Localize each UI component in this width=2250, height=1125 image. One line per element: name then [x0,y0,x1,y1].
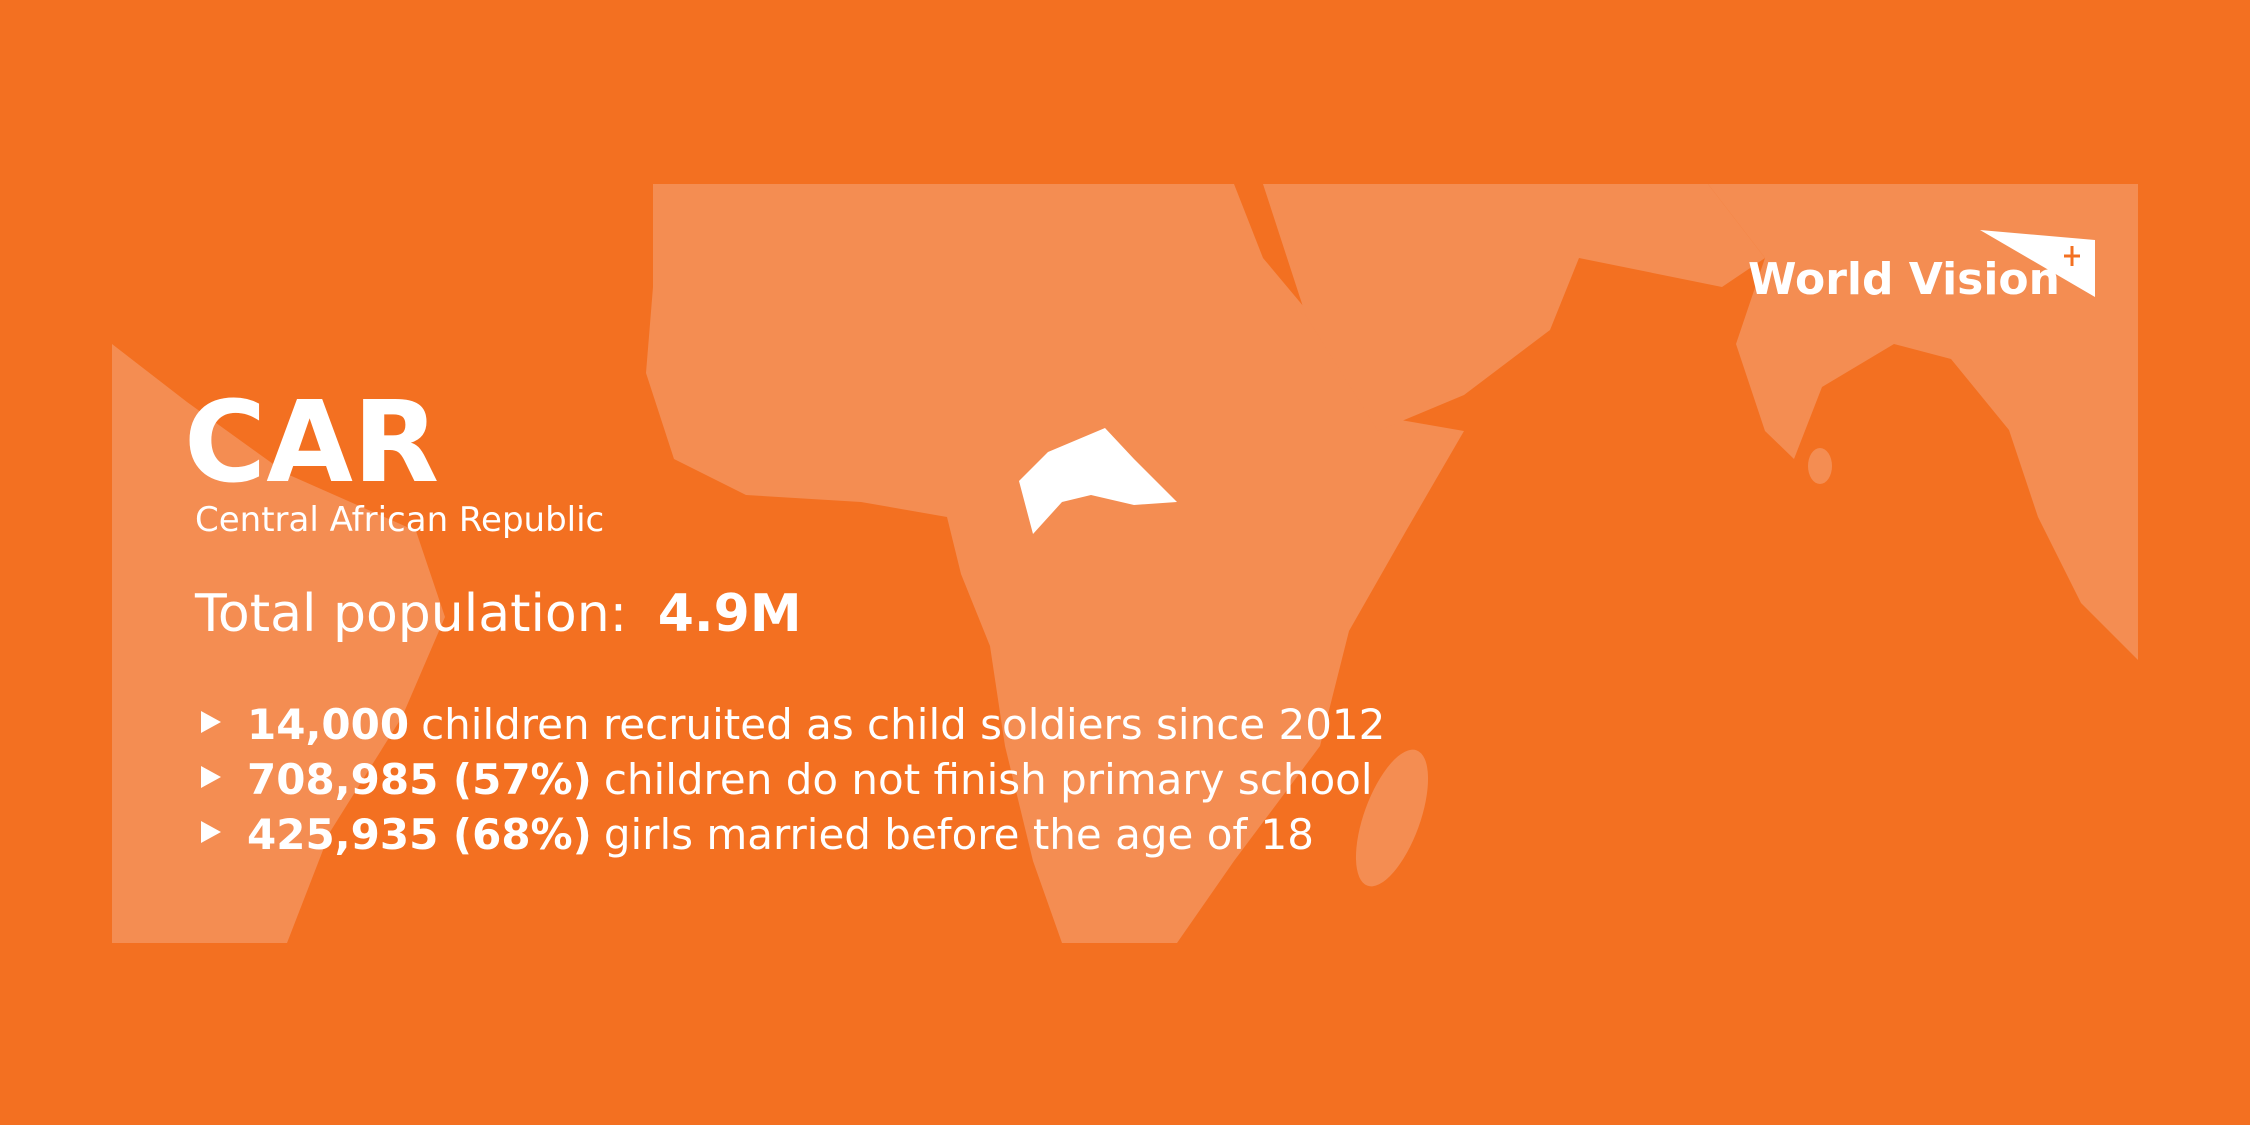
map [112,184,2138,943]
logo-mark [1980,230,2095,297]
fact-highlight: 708,985 (57%) [247,755,592,804]
africa [646,184,1464,943]
bullet [201,766,221,788]
fact-text: children do not finish primary school [604,755,1373,804]
subtitle: Central African Republic [195,500,604,540]
fact-text: girls married before the age of 18 [604,810,1314,859]
logo-star [2064,246,2080,266]
population: Total population: 4.9M [194,584,802,644]
fact: 425,935 (68%) girls married before the ag… [247,810,1314,859]
fact-list: 14,000 children recruited as child soldie… [201,700,1385,859]
title: CAR [184,378,439,508]
south-america [112,344,445,943]
middle-east [1263,184,1765,431]
bullet [201,711,221,733]
population-value: 4.9M [658,584,802,644]
fact: 14,000 children recruited as child soldie… [247,700,1385,749]
fact-text: children recruited as child soldiers sin… [421,700,1385,749]
fact-highlight: 425,935 (68%) [247,810,592,859]
fact: 708,985 (57%) children do not finish prim… [247,755,1373,804]
logo-text: World Vision [1748,254,2060,305]
madagascar [1355,749,1429,887]
bullet [201,821,221,843]
asia [1708,184,2138,660]
fact-highlight: 14,000 [247,700,409,749]
car-highlight [1019,428,1177,534]
sri-lanka [1808,448,1832,484]
population-label: Total population: [194,584,627,644]
